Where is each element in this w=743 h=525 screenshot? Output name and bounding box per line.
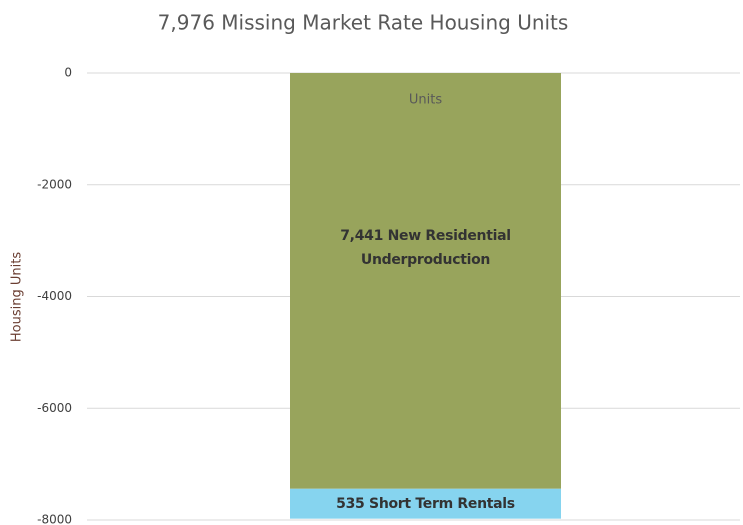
y-tick-label: -4000 [37, 289, 72, 303]
y-tick-label: -6000 [37, 401, 72, 415]
y-tick-label: -2000 [37, 177, 72, 191]
segment-label: 7,441 New Residential Underproduction [340, 227, 511, 268]
y-tick-label: 0 [64, 66, 72, 80]
y-tick-label: -8000 [37, 513, 72, 525]
chart-title: 7,976 Missing Market Rate Housing Units [158, 11, 569, 35]
bar-segment [290, 488, 561, 519]
segment-label: 535 Short Term Rentals [336, 495, 515, 512]
y-axis-label: Housing Units [10, 252, 25, 342]
bar-segment [290, 73, 561, 489]
category-label: Units [409, 93, 442, 108]
